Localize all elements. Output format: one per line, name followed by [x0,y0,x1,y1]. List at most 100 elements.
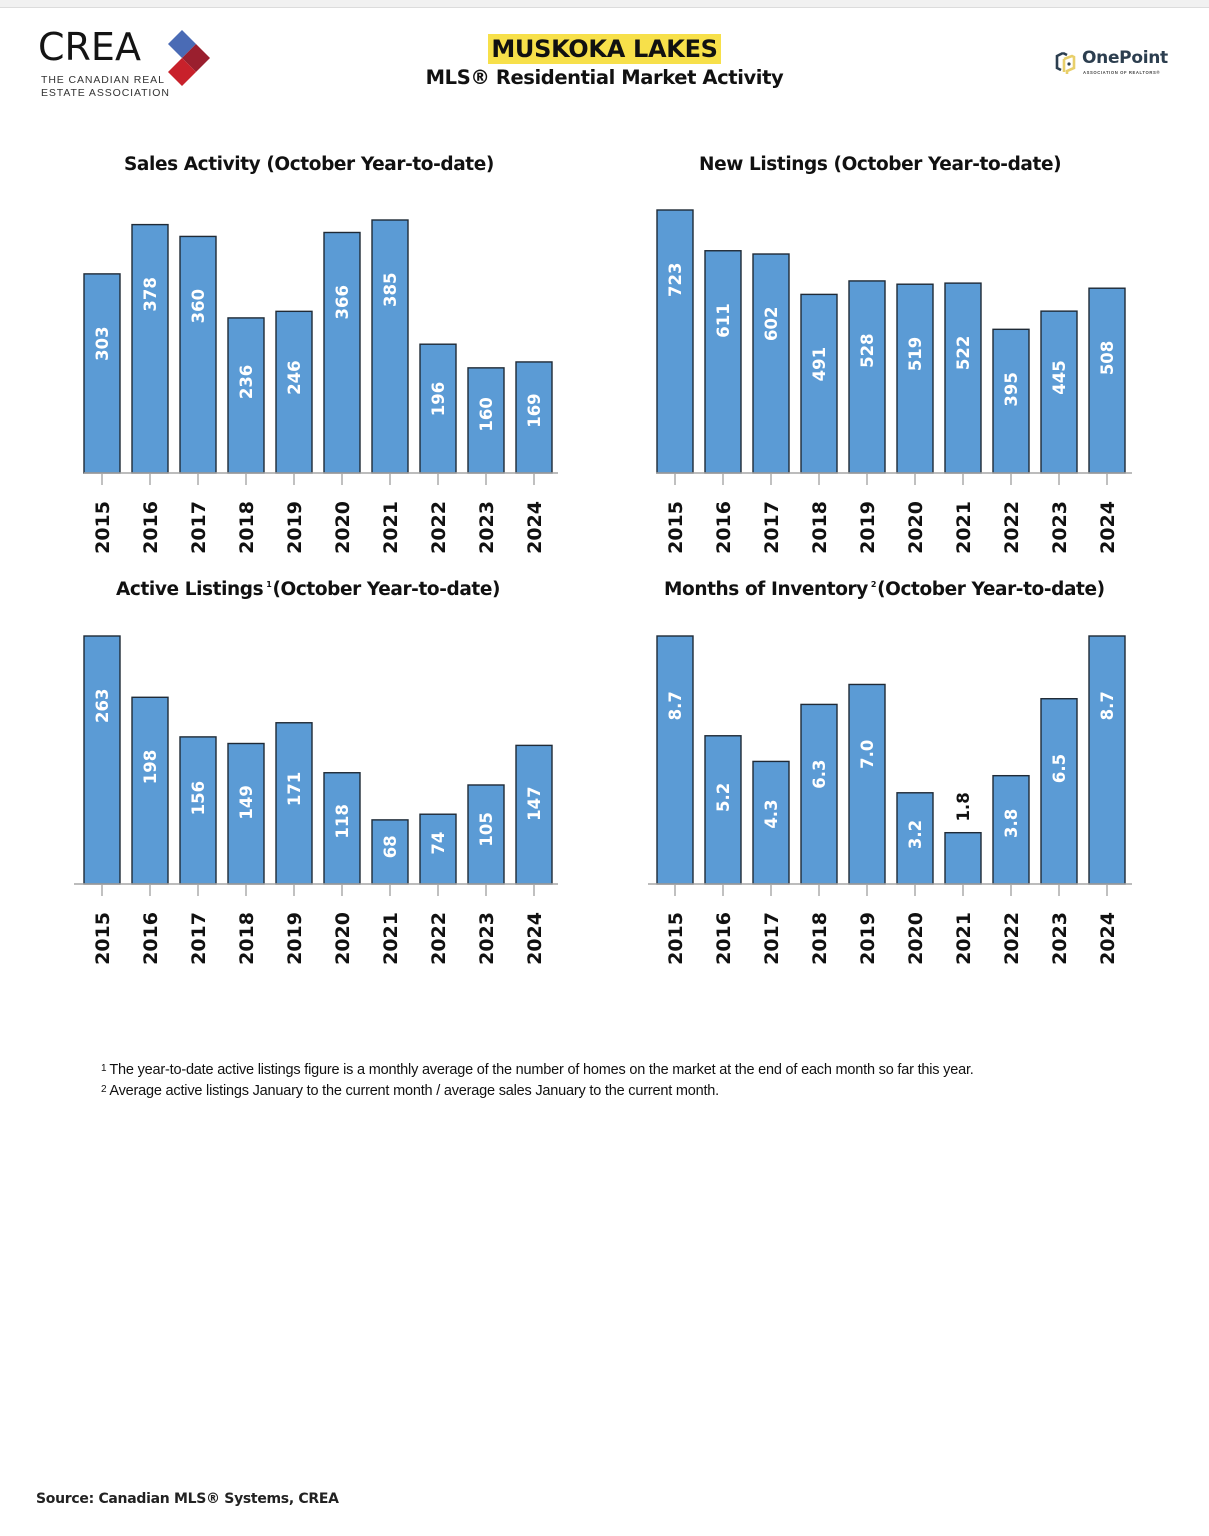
x-tick-label-2017: 2017 [188,501,210,554]
x-tick-label-2024: 2024 [524,501,546,554]
data-label-2016: 611 [714,303,733,337]
bar-2022 [419,813,457,885]
bar-2017 [179,736,217,885]
x-tick-label-2015: 2015 [92,912,114,965]
x-tick-label-2016: 2016 [713,912,735,965]
crea-logo-word: CREA [38,25,141,69]
bar-2020 [896,283,934,474]
bar-2015 [656,209,694,474]
data-label-2015: 303 [93,326,112,360]
chart-months-of-inventory: 8.7 5.2 4.3 6.3 7.0 3.2 1.8 3.8 6.5 8.7 2015 2016 20… [648,635,1132,965]
footnotes: 1 The year-to-date active listings figure… [101,1060,974,1102]
crea-logo-subtitle-line2: ESTATE ASSOCIATION [41,87,170,99]
data-label-2019: 528 [858,333,877,367]
report-subtitle: MLS® Residential Market Activity [425,66,784,89]
report-title: MUSKOKA LAKES [488,34,721,64]
data-label-2021: 68 [381,835,400,858]
bar-2020 [323,231,361,474]
bar-2016 [131,223,169,474]
x-tick-label-2015: 2015 [92,501,114,554]
data-label-2021: 385 [381,273,400,307]
bar-2018 [800,293,838,474]
onepoint-logo: OnePoint ASSOCIATION OF REALTORS® [1052,48,1172,84]
data-label-2016: 198 [141,750,160,784]
bar-2019 [848,280,886,474]
x-tick-label-2019: 2019 [284,912,306,965]
data-label-2024: 169 [525,393,544,427]
data-label-2021: 1.8 [954,792,973,821]
data-label-2020: 519 [906,337,925,371]
x-tick-label-2020: 2020 [332,912,354,965]
bar-2020 [896,792,934,885]
x-tick-label-2019: 2019 [284,501,306,554]
bar-2019 [275,310,313,474]
chart-title-active-listings: Active Listings 1(October Year-to-date) [116,579,500,600]
bar-2023 [1040,310,1078,474]
data-label-2023: 445 [1050,360,1069,394]
x-tick-label-2019: 2019 [857,501,879,554]
chart-title-sales: Sales Activity (October Year-to-date) [124,154,494,175]
x-tick-label-2021: 2021 [380,501,402,554]
x-tick-label-2024: 2024 [524,912,546,965]
chart-title-new-listings: New Listings (October Year-to-date) [699,154,1062,175]
x-tick-label-2023: 2023 [476,501,498,554]
data-label-2019: 171 [285,772,304,806]
data-label-2016: 378 [141,277,160,311]
x-tick-label-2023: 2023 [476,912,498,965]
data-label-2017: 360 [189,289,208,323]
data-label-2016: 5.2 [714,783,733,812]
data-label-2020: 118 [333,804,352,838]
x-tick-label-2021: 2021 [953,912,975,965]
bar-2019 [848,683,886,885]
chart-sales-activity: 303 378 360 236 246 366 385 196 160 169 2015 2016 20… [83,219,558,554]
bar-2019 [275,722,313,885]
data-label-2022: 196 [429,382,448,416]
bar-2023 [467,784,505,885]
footnote-1: 1 The year-to-date active listings figure… [101,1060,974,1081]
x-tick-label-2016: 2016 [140,912,162,965]
crea-logo-subtitle: THE CANADIAN REAL ESTATE ASSOCIATION [41,74,170,100]
footnote-ref-2: 2 [870,580,877,589]
bar-2024 [1088,635,1126,885]
data-label-2024: 508 [1098,341,1117,375]
bar-2015 [83,273,121,474]
data-label-2023: 160 [477,397,496,431]
bar-2021 [371,819,409,885]
chart-title-active-listings-rest: (October Year-to-date) [272,579,501,600]
bar-2024 [515,744,553,885]
footnote-2-text: Average active listings January to the c… [109,1083,719,1099]
x-tick-label-2018: 2018 [809,501,831,554]
footnote-1-marker: 1 [101,1063,107,1074]
x-tick-label-2021: 2021 [953,501,975,554]
bar-2016 [704,250,742,474]
onepoint-logo-subtitle: ASSOCIATION OF REALTORS® [1083,70,1161,75]
chart-title-months-of-inventory: Months of Inventory 2(October Year-to-dat… [664,579,1105,600]
bar-2021 [944,282,982,474]
x-tick-label-2023: 2023 [1049,501,1071,554]
footnote-ref-1: 1 [266,580,272,589]
x-tick-label-2016: 2016 [713,501,735,554]
x-tick-label-2017: 2017 [761,912,783,965]
bar-2021 [371,219,409,474]
crea-logo: CREA THE CANADIAN REAL ESTATE ASSOCIATIO… [38,28,228,100]
window-top-bar [0,0,1209,8]
bar-2016 [131,696,169,885]
data-label-2022: 3.8 [1002,809,1021,838]
crea-diamond-mark-icon [168,30,210,86]
bar-2015 [656,635,694,885]
x-tick-label-2022: 2022 [1001,912,1023,965]
footnote-1-text: The year-to-date active listings figure … [109,1062,974,1078]
chart-title-active-listings-main: Active Listings [116,579,264,600]
x-tick-label-2024: 2024 [1097,501,1119,554]
data-label-2019: 7.0 [858,740,877,769]
bar-2022 [992,328,1030,474]
data-label-2023: 105 [477,812,496,846]
bar-2022 [992,774,1030,885]
bar-2017 [179,235,217,474]
x-tick-label-2020: 2020 [905,912,927,965]
data-label-2022: 74 [429,832,448,855]
data-label-2015: 8.7 [666,691,685,720]
x-tick-label-2019: 2019 [857,912,879,965]
bar-2020 [323,772,361,885]
bar-2017 [752,760,790,885]
